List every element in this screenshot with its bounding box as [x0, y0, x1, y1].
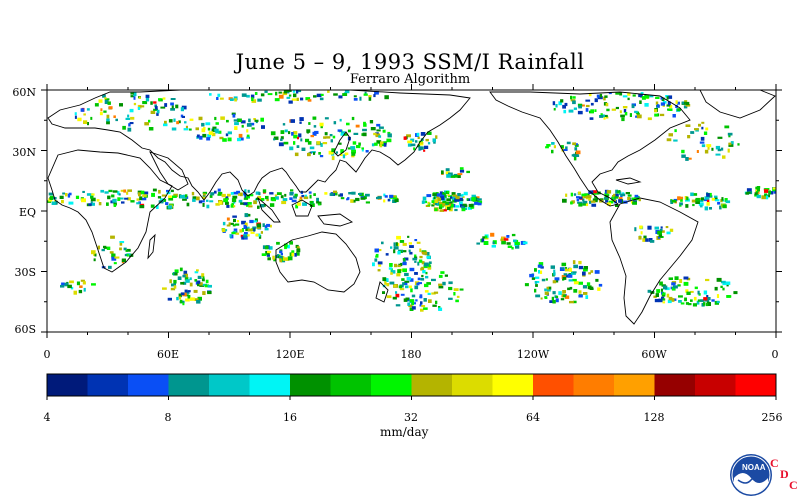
coast-north-america	[489, 91, 691, 207]
noaa-logo-text: NOAA	[742, 463, 766, 472]
colorbar-swatch	[290, 374, 331, 396]
lon-label-0: 0	[43, 348, 51, 361]
cdc-letter-c1: C	[770, 456, 779, 470]
colorbar-swatch	[695, 374, 736, 396]
colorbar-label-32: 32	[404, 411, 418, 424]
coast-south-america	[609, 197, 699, 325]
map-subtitle: Ferraro Algorithm	[349, 72, 471, 87]
colorbar-label-4: 4	[43, 411, 51, 424]
colorbar-swatch	[87, 374, 129, 396]
lat-label-eq: EQ	[18, 206, 36, 219]
map-frame	[46, 89, 777, 333]
colorbar-swatch	[47, 374, 88, 396]
rainfall-cells	[47, 90, 776, 312]
colorbar-units: mm/day	[380, 425, 429, 439]
colorbar-swatch	[411, 374, 453, 396]
map-ticks	[41, 84, 782, 338]
coast-madagascar	[147, 233, 156, 260]
colorbar-label-256: 256	[761, 411, 783, 424]
colorbar-swatch	[533, 374, 574, 396]
lat-label-60s: 60S	[14, 323, 36, 336]
colorbar-swatch	[735, 374, 777, 396]
lon-label-120w: 120W	[516, 348, 550, 361]
colorbar-swatch	[654, 374, 696, 396]
colorbar-swatch	[128, 374, 169, 396]
coast-greenland	[699, 90, 776, 119]
colorbar-swatch	[249, 374, 291, 396]
lon-label-60w: 60W	[641, 348, 667, 361]
cdc-letter-c2: C	[789, 478, 798, 492]
coast-nz	[375, 281, 389, 303]
lon-label-120e: 120E	[275, 348, 305, 361]
colorbar-swatch	[330, 374, 372, 396]
colorbar	[46, 374, 777, 400]
colorbar-swatch	[573, 374, 615, 396]
coast-sumatra	[257, 196, 281, 223]
lon-label-180: 180	[400, 348, 422, 361]
colorbar-label-64: 64	[526, 411, 540, 424]
coast-australia	[275, 231, 361, 293]
coastlines	[47, 90, 776, 325]
colorbar-label-8: 8	[164, 411, 172, 424]
colorbar-swatch	[452, 374, 493, 396]
coast-arabia	[149, 151, 189, 191]
colorbar-swatch	[168, 374, 210, 396]
colorbar-label-128: 128	[643, 411, 665, 424]
colorbar-swatch	[371, 374, 412, 396]
colorbar-swatch	[209, 374, 250, 396]
coast-africa	[47, 149, 173, 273]
colorbar-swatch	[614, 374, 655, 396]
colorbar-swatch	[492, 374, 534, 396]
map-title: June 5 – 9, 1993 SSM/I Rainfall	[235, 50, 585, 74]
coast-borneo	[291, 199, 313, 217]
cdc-letter-d: D	[780, 467, 789, 481]
coast-japan	[333, 131, 351, 157]
colorbar-label-16: 16	[283, 411, 297, 424]
lon-label-60e: 60E	[156, 348, 180, 361]
coast-caribbean	[615, 177, 642, 185]
lat-label-30s: 30S	[14, 266, 36, 279]
lat-label-60n: 60N	[12, 86, 36, 99]
coast-newguinea	[317, 213, 354, 227]
lon-label-0-east: 0	[771, 348, 779, 361]
coast-eurasia	[47, 90, 471, 201]
lat-label-30n: 30N	[12, 146, 36, 159]
noaa-logo	[730, 454, 772, 496]
colorbar-frame	[46, 373, 777, 397]
